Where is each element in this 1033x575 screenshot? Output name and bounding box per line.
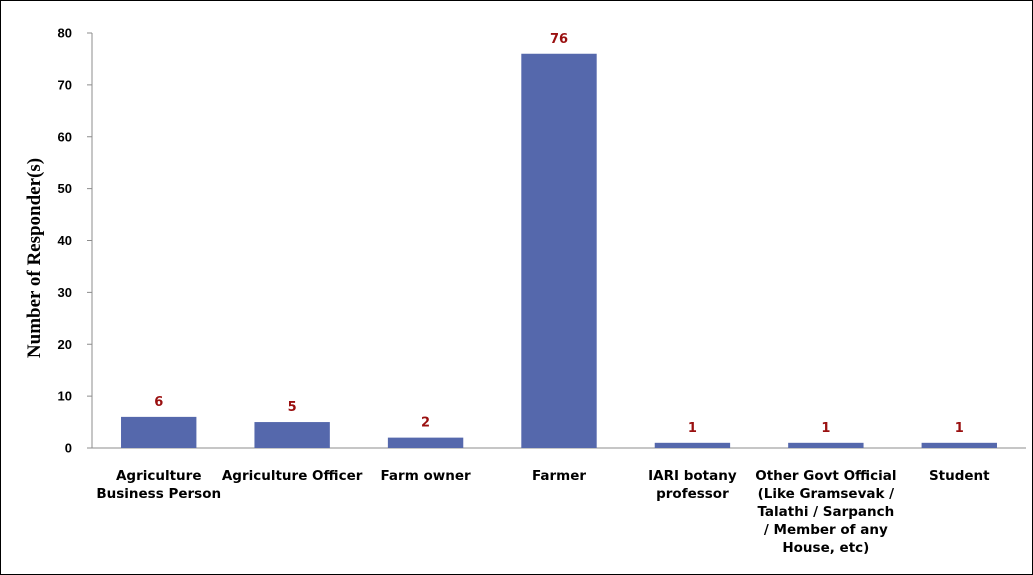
y-tick-label: 40 [58, 233, 72, 248]
y-tick-label: 70 [58, 77, 72, 92]
y-tick-label: 20 [58, 337, 72, 352]
bar [121, 416, 197, 448]
y-tick-label: 0 [65, 441, 72, 456]
data-label: 76 [550, 32, 568, 47]
category-label: Agriculture Business Person [96, 468, 221, 502]
bar [521, 53, 597, 448]
data-label: 5 [288, 400, 297, 415]
bar [921, 442, 997, 448]
bar [788, 442, 864, 448]
category-label: Other Govt Official (Like Gramsevak / Tala… [755, 468, 896, 556]
y-tick-label: 60 [58, 129, 72, 144]
data-label: 2 [421, 416, 430, 431]
bar [387, 437, 464, 448]
data-label: 1 [955, 421, 964, 436]
y-ticks: 0 10 20 30 40 50 60 70 80 [58, 26, 92, 456]
category-label: Agriculture Officer [222, 468, 363, 484]
y-tick-label: 10 [58, 389, 72, 404]
category-label: IARI botany professor [648, 468, 737, 502]
data-label: 1 [821, 421, 830, 436]
y-tick-label: 30 [58, 285, 72, 300]
bar [254, 422, 330, 448]
y-tick-label: 50 [58, 181, 72, 196]
y-tick-label: 80 [58, 26, 72, 41]
data-labels: 6 5 2 76 1 1 1 [154, 32, 964, 436]
category-label: Student [929, 468, 990, 484]
y-axis-label: Number of Responder(s) [24, 158, 45, 358]
data-label: 6 [154, 395, 163, 410]
data-label: 1 [688, 421, 697, 436]
category-label: Farm owner [381, 468, 471, 484]
category-label: Farmer [532, 468, 586, 484]
bar [654, 442, 731, 448]
bars [121, 53, 997, 448]
